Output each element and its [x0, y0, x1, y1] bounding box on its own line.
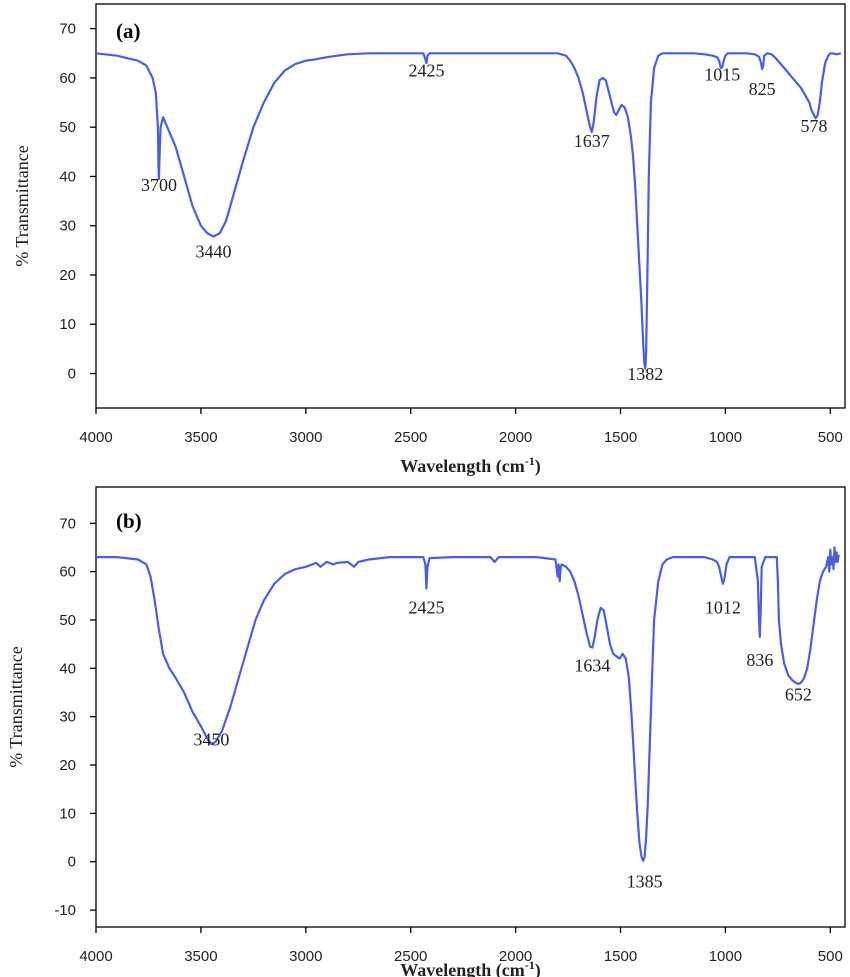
- y-tick-label: 0: [68, 366, 76, 383]
- x-tick-label: 3500: [184, 429, 217, 446]
- x-tick-label: 3500: [184, 948, 217, 965]
- x-tick-label: 2000: [499, 429, 532, 446]
- peak-label: 3450: [193, 730, 229, 750]
- plot-frame: [95, 486, 846, 928]
- y-tick-label: 30: [59, 218, 76, 235]
- y-tick-label: 40: [59, 660, 76, 677]
- y-tick-label: 60: [59, 564, 76, 581]
- y-tick-label: 50: [59, 119, 76, 136]
- x-tick-label: 2500: [394, 429, 427, 446]
- y-tick-label: -10: [54, 902, 76, 919]
- y-tick-label: 30: [59, 709, 76, 726]
- panel-label: (b): [116, 509, 142, 533]
- peak-label: 652: [785, 685, 812, 705]
- x-tick-label: 2500: [394, 948, 427, 965]
- panel-label: (a): [116, 19, 141, 43]
- x-tick-label: 3000: [289, 429, 322, 446]
- y-tick-label: 10: [59, 805, 76, 822]
- x-tick-label: 1500: [604, 948, 637, 965]
- x-tick-label: 2000: [499, 948, 532, 965]
- peak-label: 1634: [574, 656, 610, 676]
- x-tick-label: 1000: [709, 948, 742, 965]
- peak-label: 1012: [705, 598, 741, 618]
- y-tick-label: 40: [59, 168, 76, 185]
- y-tick-label: 0: [68, 854, 76, 871]
- y-tick-label: 20: [59, 267, 76, 284]
- x-tick-label: 1500: [604, 429, 637, 446]
- y-tick-label: 20: [59, 757, 76, 774]
- peak-label: 1637: [574, 131, 610, 151]
- peak-label: 2425: [408, 60, 444, 80]
- peak-label: 825: [749, 79, 776, 99]
- peak-label: 578: [800, 116, 827, 136]
- y-axis-label: % Transmittance: [6, 646, 26, 768]
- x-tick-label: 3000: [289, 948, 322, 965]
- chart-panel-b: -10 0 10 20 30 40 50 60 70 4000 3500 3000 2500 2000 15…: [6, 486, 846, 977]
- peak-label: 2425: [408, 598, 444, 618]
- x-axis-label: Wavelength (cm-1): [400, 454, 540, 477]
- y-tick-label: 70: [59, 515, 76, 532]
- spectrum-line: [95, 52, 842, 370]
- y-tick-label: 50: [59, 612, 76, 629]
- peak-label: 1015: [704, 64, 740, 84]
- peak-label: 1382: [627, 364, 663, 384]
- y-axis-label: % Transmittance: [12, 145, 32, 267]
- peak-label: 3700: [141, 175, 177, 195]
- spectrum-line: [96, 546, 840, 862]
- x-tick-label: 4000: [79, 948, 112, 965]
- peak-label: 836: [746, 650, 773, 670]
- x-tick-label: 500: [818, 948, 843, 965]
- y-tick-label: 10: [59, 316, 76, 333]
- chart-panel-a: 0 10 20 30 40 50 60 70 4000 3500 3000 2500 2000 1500 1…: [12, 3, 846, 477]
- x-tick-label: 1000: [709, 429, 742, 446]
- peak-label: 3440: [195, 242, 231, 262]
- x-axis-label: Wavelength (cm-1): [400, 958, 540, 977]
- plot-frame: [95, 3, 846, 409]
- x-tick-label: 4000: [79, 429, 112, 446]
- x-tick-label: 500: [818, 429, 843, 446]
- peak-label: 1385: [627, 871, 663, 891]
- y-tick-label: 70: [59, 21, 76, 38]
- y-tick-label: 60: [59, 70, 76, 87]
